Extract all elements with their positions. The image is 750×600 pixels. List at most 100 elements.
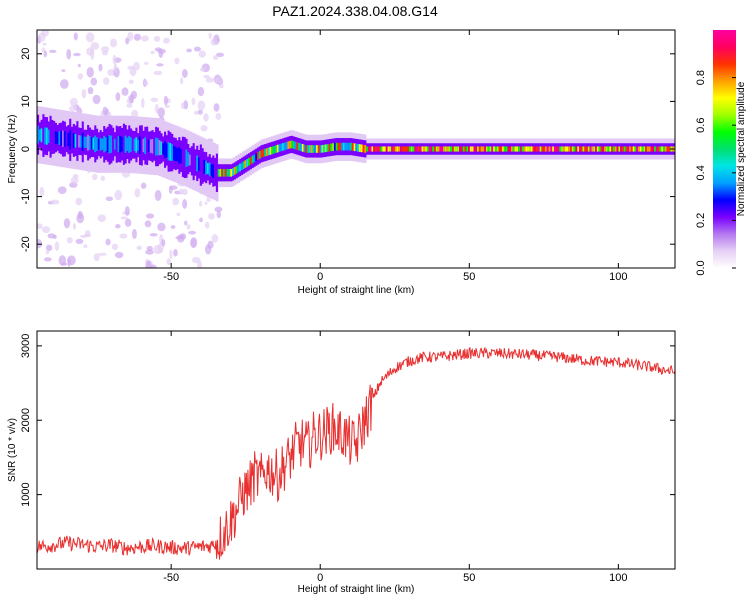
snr-x-ticks: -50 0 50 100: [163, 331, 628, 584]
spectrogram-peak-cell: [434, 146, 437, 152]
spectrogram-noise-blob: [208, 212, 215, 220]
spectrogram-noise-blob: [204, 244, 212, 255]
spectrogram-peak-cell: [596, 146, 599, 152]
spectrogram-noise-blob: [176, 212, 181, 217]
spectrogram-peak-cell: [525, 146, 528, 152]
spectrogram-noise-blob: [66, 48, 72, 60]
spectrogram-noise-blob: [45, 250, 50, 255]
spectrogram-peak-cell: [249, 156, 252, 165]
spectrogram-peak-cell: [221, 168, 224, 177]
spectrogram-peak-cell: [548, 146, 551, 152]
spectrogram-noise-blob: [59, 79, 69, 89]
spectrogram-peak-cell: [54, 130, 57, 145]
spectrogram-peak-cell: [625, 146, 628, 152]
spectrogram-peak-cell: [208, 162, 211, 177]
spectrogram-peak-cell: [493, 146, 496, 152]
spectrogram-peak-cell: [412, 146, 415, 152]
spectrogram-peak-cell: [646, 146, 650, 152]
spectrogram-noise-blob: [105, 238, 111, 246]
spectrogram-noise-blob: [119, 233, 128, 239]
spectrogram-peak-cell: [387, 146, 390, 152]
spectrogram-noise-blob: [211, 234, 219, 243]
spectrogram-noise-blob: [115, 224, 121, 229]
spectrogram-peak-cell: [294, 141, 297, 150]
spectrogram-peak-cell: [38, 129, 41, 141]
spectrogram-peak-cell: [661, 146, 664, 152]
spectrogram-peak-cell: [260, 149, 263, 158]
spectrogram-peak-cell: [636, 146, 639, 152]
spectrogram-peak-cell: [351, 143, 354, 151]
spectrogram-noise-blob: [197, 100, 206, 111]
spectrogram-peak-cell: [489, 146, 492, 152]
spectrogram-noise-blob: [43, 257, 52, 262]
spectrogram-peak-cell: [185, 149, 188, 168]
spectrogram-peak-cell: [485, 146, 489, 152]
spectrogram-noise-blob: [129, 94, 134, 104]
spectrogram-peak-cell: [589, 146, 592, 152]
spectrogram-peak-cell: [153, 139, 156, 153]
spectrogram-peak-cell: [172, 146, 176, 161]
spectrogram-peak-cell: [507, 146, 510, 152]
spectrogram-peak-cell: [162, 143, 165, 155]
spectrogram-peak-cell: [559, 146, 562, 152]
spectrogram-peak-cell: [364, 145, 367, 153]
spectrogram-noise-blob: [103, 77, 110, 85]
spectrogram-noise-blob: [153, 70, 163, 76]
spectrogram-noise-blob: [120, 216, 129, 220]
spectrogram-peak-cell: [358, 144, 362, 152]
spectrogram-noise-blob: [136, 245, 142, 251]
spectrogram-peak-cell: [523, 146, 526, 152]
spectrogram-peak-cell: [439, 146, 442, 152]
snr-y-tick-label: 3000: [20, 334, 32, 358]
spectrogram-peak-cell: [310, 145, 313, 153]
spectrogram-peak-cell: [409, 146, 412, 152]
spectrogram-peak-cell: [231, 168, 235, 176]
spectrogram-peak-cell: [496, 146, 499, 152]
spectrogram-peak-cell: [645, 146, 648, 152]
spectrogram-peak-cell: [171, 144, 174, 161]
spectrogram-peak-cell: [552, 146, 555, 152]
spectrogram-peak-cell: [459, 146, 462, 152]
spectrogram-peak-cell: [468, 146, 471, 152]
spectrogram-peak-cell: [72, 133, 75, 148]
spectrogram-peak-cell: [228, 168, 231, 177]
spectrogram-peak-cell: [648, 146, 651, 152]
spectrogram-peak-cell: [69, 130, 72, 150]
spectrogram-peak-cell: [512, 146, 515, 152]
spectrogram-peak-cell: [643, 146, 646, 152]
spectrogram-peak-cell: [257, 152, 260, 160]
spectrogram-peak-cell: [121, 136, 124, 152]
snr-x-tick-label: 0: [317, 572, 323, 584]
spectrogram-peak-cell: [289, 140, 292, 149]
spectrogram-noise-blob: [69, 97, 78, 107]
spectrogram-peak-cell: [391, 146, 394, 152]
spectrogram-peak-cell: [285, 141, 288, 150]
spectrogram-noise-blob: [38, 32, 46, 42]
spectrogram-noise-blob: [203, 74, 210, 79]
spectrogram-peak-cell: [541, 146, 544, 152]
spectrogram-noise-blob: [183, 100, 189, 110]
spectrogram-peak-cell: [140, 136, 143, 155]
spectrogram-noise-blob: [178, 188, 184, 195]
spectrogram-peak-cell: [348, 142, 351, 151]
spectrogram-noise-blob: [101, 50, 108, 56]
spectrogram-peak-cell: [308, 145, 311, 153]
spectrogram-noise-blob: [84, 230, 91, 237]
spectrogram-noise-blob: [150, 50, 155, 55]
spectrogram-peak-cell: [189, 154, 192, 166]
spectrogram-peak-cell: [62, 130, 65, 147]
colorbar-tick-label: 0.4: [695, 165, 707, 180]
spectrogram-noise-blob: [197, 109, 203, 115]
spectrogram-peak-cell: [579, 146, 582, 152]
spectrogram-noise-blob: [124, 218, 132, 227]
spectrogram-noise-blob: [125, 37, 130, 45]
spectrogram-noise-blob: [206, 197, 211, 203]
spectrogram-peak-cell: [407, 146, 410, 152]
spectrogram-noise-blob: [193, 110, 199, 116]
spectrogram-noise-blob: [157, 107, 165, 118]
spectrogram-peak-cell: [598, 146, 601, 152]
spectrogram-peak-cell: [244, 160, 247, 168]
spectrogram-peak-cell: [296, 142, 299, 150]
spectrogram-noise-blob: [121, 87, 129, 96]
spectrogram-noise-blob: [191, 97, 196, 106]
